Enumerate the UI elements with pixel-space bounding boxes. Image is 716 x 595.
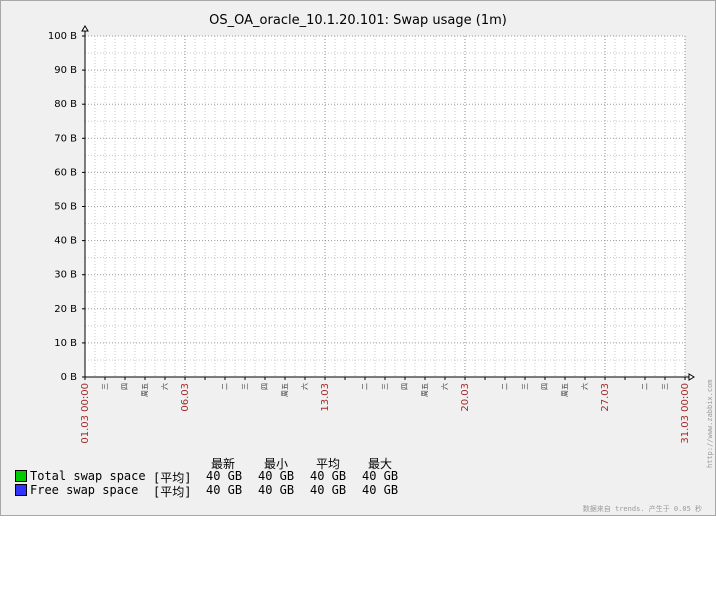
legend-row-free-swap: Free swap space [平均] 40 GB 40 GB 40 GB 4… [15,483,398,499]
legend-swatch-total [15,470,27,482]
legend-header-max: 最大 [368,457,393,471]
y-tick-label: 0 B [61,372,78,383]
legend-func-total: [平均] [153,471,192,485]
legend-avg-free: 40 GB [310,483,347,497]
x-weekday-label: 周五 [421,383,429,397]
y-tick-label: 10 B [54,338,77,349]
legend-min-total: 40 GB [258,469,295,483]
x-weekday-label: 二 [501,383,509,390]
x-weekday-label: 三 [381,383,389,390]
x-weekday-label: 三 [521,383,529,390]
legend-max-free: 40 GB [362,483,399,497]
y-tick-label: 50 B [54,202,77,213]
legend-header-avg: 平均 [316,457,341,471]
y-tick-label: 90 B [54,65,77,76]
legend-name-total: Total swap space [30,469,146,483]
x-weekday-label: 三 [241,383,249,390]
legend-func-free: [平均] [153,485,192,499]
legend-max-total: 40 GB [362,469,399,483]
x-weekday-label: 六 [440,383,449,390]
y-tick-label: 80 B [54,99,77,110]
x-date-label: 01.03 00:00 [80,383,91,444]
x-date-label: 06.03 [180,383,191,412]
legend-avg-total: 40 GB [310,469,347,483]
x-date-label: 31.03 00:00 [680,383,691,444]
x-weekday-label: 六 [580,383,589,390]
zabbix-url: http://www.zabbix.com [706,379,714,468]
y-axis-arrow [81,25,89,32]
legend-swatch-free [15,484,27,496]
x-weekday-label: 四 [121,383,129,390]
legend-header-last: 最新 [211,457,236,471]
x-weekday-label: 四 [401,383,409,390]
x-weekday-label: 四 [541,383,549,390]
x-weekday-label: 六 [160,383,169,390]
x-weekday-label: 周五 [281,383,289,397]
y-tick-label: 20 B [54,304,77,315]
x-axis-arrow [688,373,695,381]
render-footer: 数据来自 trends. 产生于 0.05 秒 [582,505,702,513]
x-weekday-label: 周五 [561,383,569,397]
y-tick-label: 30 B [54,270,77,281]
y-tick-label: 100 B [48,31,77,42]
x-weekday-label: 二 [221,383,229,390]
x-date-label: 13.03 [320,383,331,412]
y-tick-label: 70 B [54,133,77,144]
x-weekday-label: 四 [261,383,269,390]
legend-header-min: 最小 [264,457,289,471]
y-tick-label: 40 B [54,236,77,247]
swap-usage-chart: 0 B 10 B 20 B 30 B 40 B 50 B 60 B 70 B 80 B 90 B 1… [48,13,695,444]
legend-name-free: Free swap space [30,483,139,497]
x-weekday-label: 二 [361,383,369,390]
legend-row-total-swap: Total swap space [平均] 40 GB 40 GB 40 GB … [15,469,398,485]
x-date-label: 20.03 [460,383,471,412]
legend-last-free: 40 GB [206,483,243,497]
x-weekday-label: 周五 [141,383,149,397]
chart-title: OS_OA_oracle_10.1.20.101: Swap usage (1m… [209,13,507,28]
x-date-label: 27.03 [600,383,611,412]
legend-min-free: 40 GB [258,483,295,497]
x-weekday-label: 三 [661,383,669,390]
x-weekday-label: 三 [101,383,109,390]
x-weekday-label: 二 [641,383,649,390]
y-tick-label: 60 B [54,167,77,178]
legend-last-total: 40 GB [206,469,243,483]
x-weekday-label: 六 [300,383,309,390]
